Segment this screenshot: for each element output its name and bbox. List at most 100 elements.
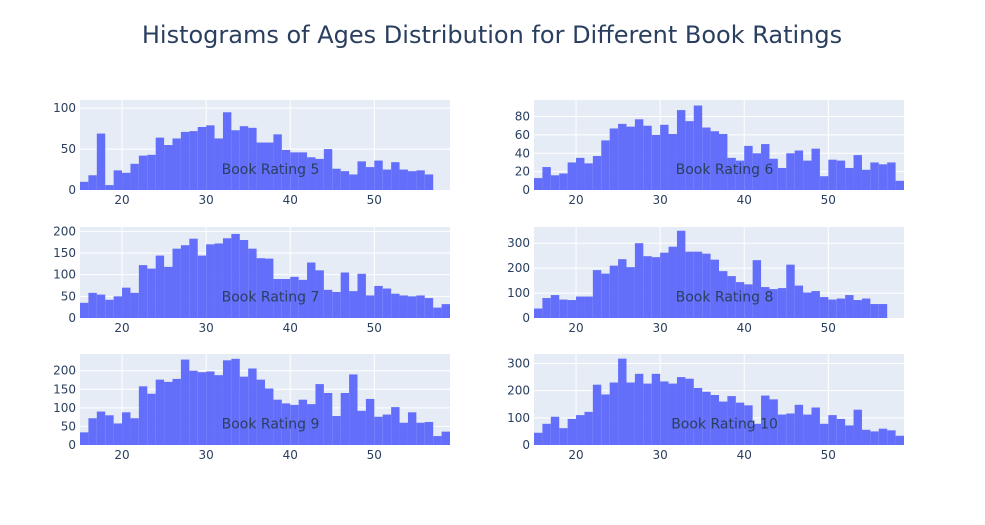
- histogram-bar: [256, 379, 265, 445]
- histogram-bar: [592, 270, 602, 318]
- x-tick-label: 30: [198, 448, 213, 462]
- x-tick-label: 50: [367, 321, 382, 335]
- histogram-bar: [130, 163, 139, 190]
- histogram-bar: [231, 358, 240, 445]
- histogram-bar: [769, 289, 778, 318]
- histogram-bar: [307, 404, 316, 445]
- histogram-bar: [702, 253, 711, 318]
- histogram-bar: [391, 293, 400, 318]
- y-tick-label: 60: [515, 128, 530, 142]
- histogram-bar: [424, 298, 434, 318]
- histogram-bar: [702, 391, 711, 445]
- histogram-bar: [147, 154, 156, 190]
- histogram-bar: [407, 171, 417, 190]
- histogram-bar: [643, 256, 652, 318]
- y-tick-label: 50: [61, 142, 76, 156]
- x-tick-label: 30: [198, 321, 213, 335]
- histogram-bar: [399, 295, 408, 318]
- histogram-bar: [550, 295, 560, 318]
- histogram-bar: [206, 244, 215, 318]
- y-tick-label: 0: [522, 183, 530, 197]
- histogram-bar: [634, 373, 644, 445]
- histogram-bar: [752, 153, 762, 190]
- histogram-bar: [332, 168, 341, 190]
- histogram-bar: [643, 125, 652, 190]
- histogram-bar: [323, 393, 333, 445]
- histogram-bar: [727, 396, 736, 445]
- x-tick-label: 40: [737, 448, 752, 462]
- histogram-bar: [668, 133, 677, 190]
- histogram-bar: [164, 381, 173, 445]
- histogram-bar: [88, 175, 97, 190]
- histogram-bar: [122, 287, 131, 318]
- histogram-bar: [534, 432, 543, 445]
- histogram-bar: [399, 422, 408, 445]
- histogram-bar: [197, 255, 207, 318]
- histogram-bar: [382, 414, 392, 445]
- histogram-bar: [819, 423, 829, 445]
- histogram-bar: [685, 378, 694, 445]
- histogram-bar: [794, 285, 804, 318]
- histogram-bar: [248, 368, 257, 445]
- x-tick-label: 40: [283, 448, 298, 462]
- x-tick-label: 20: [568, 321, 583, 335]
- histogram-bar: [828, 299, 837, 318]
- histogram-bar: [719, 133, 728, 190]
- x-tick-label: 20: [568, 448, 583, 462]
- histogram-bar: [660, 252, 669, 318]
- histogram-bar: [853, 300, 862, 318]
- histogram-bar: [651, 373, 661, 445]
- x-tick-label: 30: [652, 193, 667, 207]
- histogram-bar: [88, 418, 97, 445]
- y-tick-label: 0: [68, 183, 76, 197]
- x-tick-label: 20: [114, 321, 129, 335]
- histogram-panel-4: 0 100 200 300 20 30 40 50 Book Rating 8: [507, 227, 904, 335]
- histogram-bar: [340, 272, 350, 318]
- histogram-bar: [298, 399, 308, 445]
- histogram-bar: [391, 407, 400, 445]
- histogram-bar: [559, 173, 568, 190]
- histogram-bar: [206, 125, 215, 190]
- histogram-bar: [685, 121, 694, 190]
- histogram-bar: [828, 415, 837, 445]
- histogram-bar: [735, 402, 745, 445]
- histogram-bar: [290, 152, 299, 190]
- histogram-bar: [391, 162, 400, 190]
- y-tick-label: 40: [515, 146, 530, 160]
- histogram-bar: [138, 386, 148, 445]
- histogram-bar: [752, 260, 762, 318]
- histogram-bar: [222, 112, 232, 190]
- histogram-bar: [895, 180, 904, 190]
- histogram-bar: [407, 412, 417, 445]
- histogram-bar: [534, 178, 543, 190]
- histogram-bar: [870, 304, 879, 318]
- histogram-bar: [290, 276, 299, 318]
- x-tick-label: 30: [652, 448, 667, 462]
- histogram-bar: [534, 308, 543, 318]
- x-tick-label: 20: [114, 193, 129, 207]
- histogram-bar: [794, 150, 804, 190]
- histogram-bar: [584, 411, 593, 445]
- histogram-bar: [155, 137, 165, 190]
- histogram-bar: [878, 164, 888, 190]
- x-tick-label: 50: [367, 448, 382, 462]
- histogram-bar: [222, 360, 232, 445]
- histogram-panel-2: 0 20 40 60 80 20 30 40 50 Book Rating 6: [515, 100, 904, 207]
- histogram-bar: [357, 410, 366, 445]
- histogram-bar: [777, 414, 787, 445]
- histogram-bar: [307, 262, 316, 318]
- histogram-bar: [248, 127, 257, 190]
- histogram-bar: [836, 418, 846, 445]
- y-tick-label: 300: [507, 357, 530, 371]
- histogram-bar: [618, 259, 627, 318]
- histogram-bar: [340, 393, 350, 445]
- histogram-panel-3: 0 50 100 150 200 20 30 40 50 Book Rating 7: [53, 224, 450, 335]
- histogram-bar: [727, 157, 736, 190]
- histogram-bar: [710, 131, 719, 190]
- histogram-bar: [794, 404, 804, 445]
- y-tick-label: 0: [68, 438, 76, 452]
- histogram-bar: [567, 418, 577, 445]
- histogram-bar: [803, 414, 812, 445]
- histogram-bar: [365, 295, 375, 318]
- histogram-bar: [819, 176, 829, 190]
